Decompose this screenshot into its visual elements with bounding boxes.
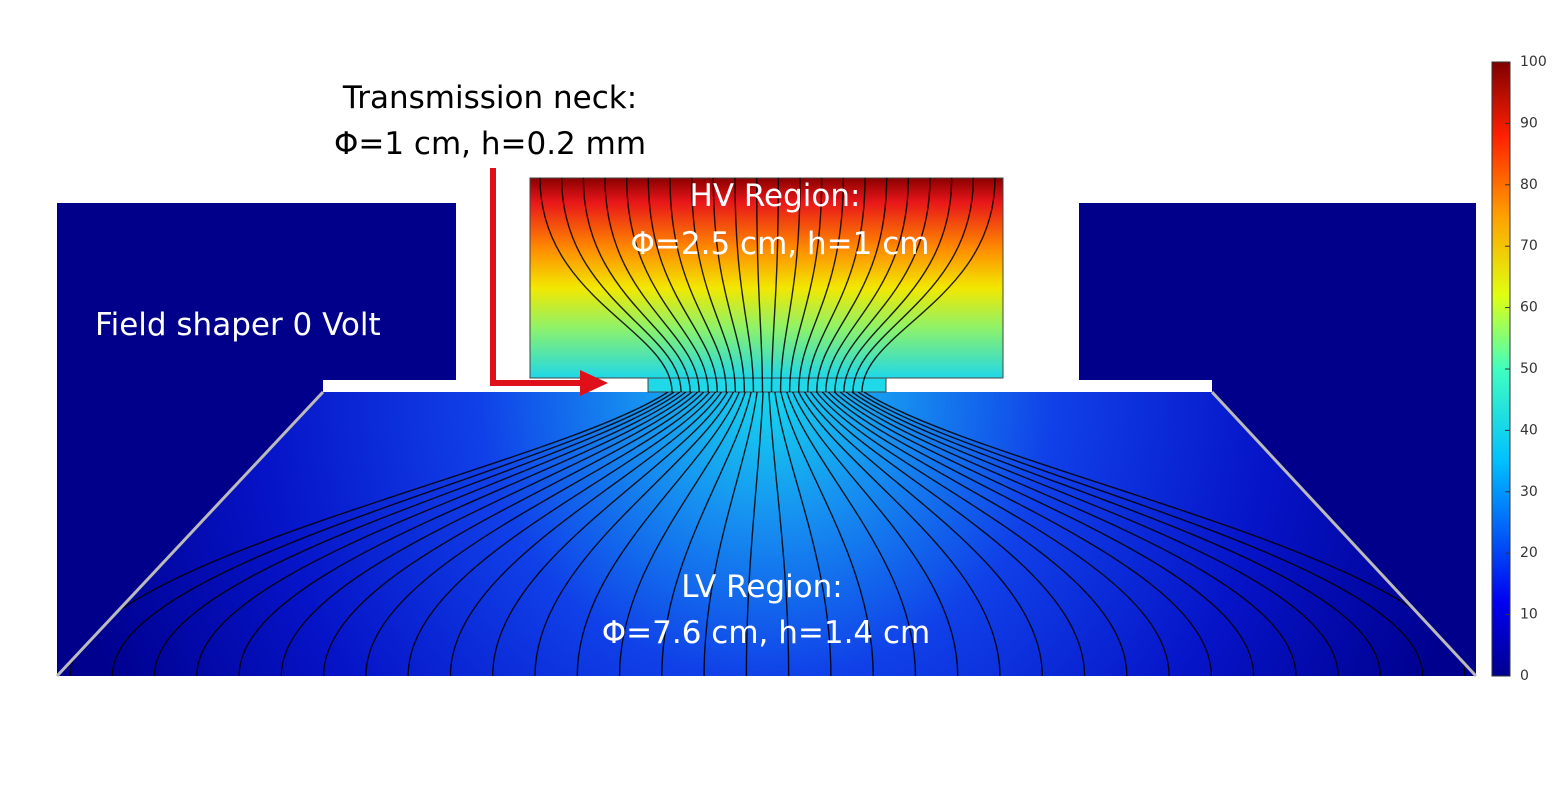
field-line (839, 392, 1297, 676)
field-line (661, 392, 752, 676)
lv-lines (69, 392, 1466, 676)
field-line (539, 178, 673, 392)
field-line (827, 392, 1213, 676)
field-line (196, 392, 687, 676)
field-line (774, 392, 832, 676)
lv-region (57, 392, 1476, 676)
field-line (647, 178, 718, 392)
field-line (861, 178, 996, 392)
field-line (280, 392, 699, 676)
field-line (851, 392, 1382, 676)
colorbar-tick-label: 50 (1520, 361, 1538, 377)
field-line (780, 392, 874, 676)
shaper-label: Field shaper 0 Volt (95, 307, 381, 343)
lv-dims: Φ=7.6 cm, h=1.4 cm (602, 615, 931, 651)
field-line (768, 392, 790, 676)
field-line (604, 178, 700, 392)
field-line (492, 392, 728, 676)
field-line (576, 392, 740, 676)
field-line (798, 392, 1001, 676)
field-line (407, 392, 717, 676)
colorbar-ticks: 0 10 20 30 40 50 60 70 80 90 100 (1505, 54, 1547, 684)
field-line (712, 178, 746, 392)
field-line (703, 392, 758, 676)
colorbar-tick-label: 70 (1520, 238, 1538, 254)
colorbar-tick-label: 80 (1520, 177, 1538, 193)
hv-title: HV Region: (690, 178, 861, 214)
field-line (449, 392, 723, 676)
neck (647, 377, 887, 393)
field-line (238, 392, 693, 676)
field-line (365, 392, 711, 676)
colorbar-tick-label: 40 (1520, 422, 1538, 438)
field-line (786, 392, 917, 676)
field-line (843, 178, 953, 392)
hv-dims: Φ=2.5 cm, h=1 cm (631, 226, 930, 262)
colorbar-tick-label: 20 (1520, 545, 1538, 561)
field-line (625, 178, 709, 392)
field-line (755, 178, 764, 392)
field-lines (69, 178, 1466, 676)
field-line (852, 178, 975, 392)
field-line (669, 178, 727, 392)
field-line (770, 178, 780, 392)
field-line (560, 178, 682, 392)
field-line (825, 178, 910, 392)
field-line (322, 392, 705, 676)
neck-dims: Φ=1 cm, h=0.2 mm (334, 126, 646, 162)
field-line (857, 392, 1424, 676)
lv-title: LV Region: (681, 569, 843, 605)
colorbar-tick-label: 10 (1520, 607, 1538, 623)
arrow (490, 168, 585, 386)
edge (1210, 390, 1478, 678)
field-line (792, 392, 959, 676)
colorbar-tick-label: 90 (1520, 115, 1538, 131)
colorbar-tick-label: 60 (1520, 300, 1538, 316)
field-line (690, 178, 737, 392)
neck-title: Transmission neck: (342, 80, 637, 116)
field-line (153, 392, 681, 676)
field-line (833, 392, 1255, 676)
field-line (845, 392, 1339, 676)
field-line (797, 178, 845, 392)
hv-lines (539, 178, 996, 392)
hv-region (529, 177, 1004, 379)
edge (55, 390, 325, 678)
field-line (111, 392, 675, 676)
field-line (618, 392, 746, 676)
field-line (804, 392, 1043, 676)
colorbar-tick-label: 100 (1520, 54, 1547, 70)
field-line (809, 392, 1086, 676)
field-line (816, 178, 888, 392)
field-line (745, 392, 764, 676)
colorbar-tick-label: 30 (1520, 484, 1538, 500)
field-line (534, 392, 734, 676)
arrow-head (580, 370, 608, 396)
field-line (815, 392, 1128, 676)
field-line (834, 178, 931, 392)
field-line (807, 178, 866, 392)
field-line (788, 178, 823, 392)
colorbar-tick-label: 0 (1520, 668, 1529, 684)
field-line (582, 178, 691, 392)
field-line (779, 178, 801, 392)
field-line (734, 178, 755, 392)
field-line (821, 392, 1170, 676)
